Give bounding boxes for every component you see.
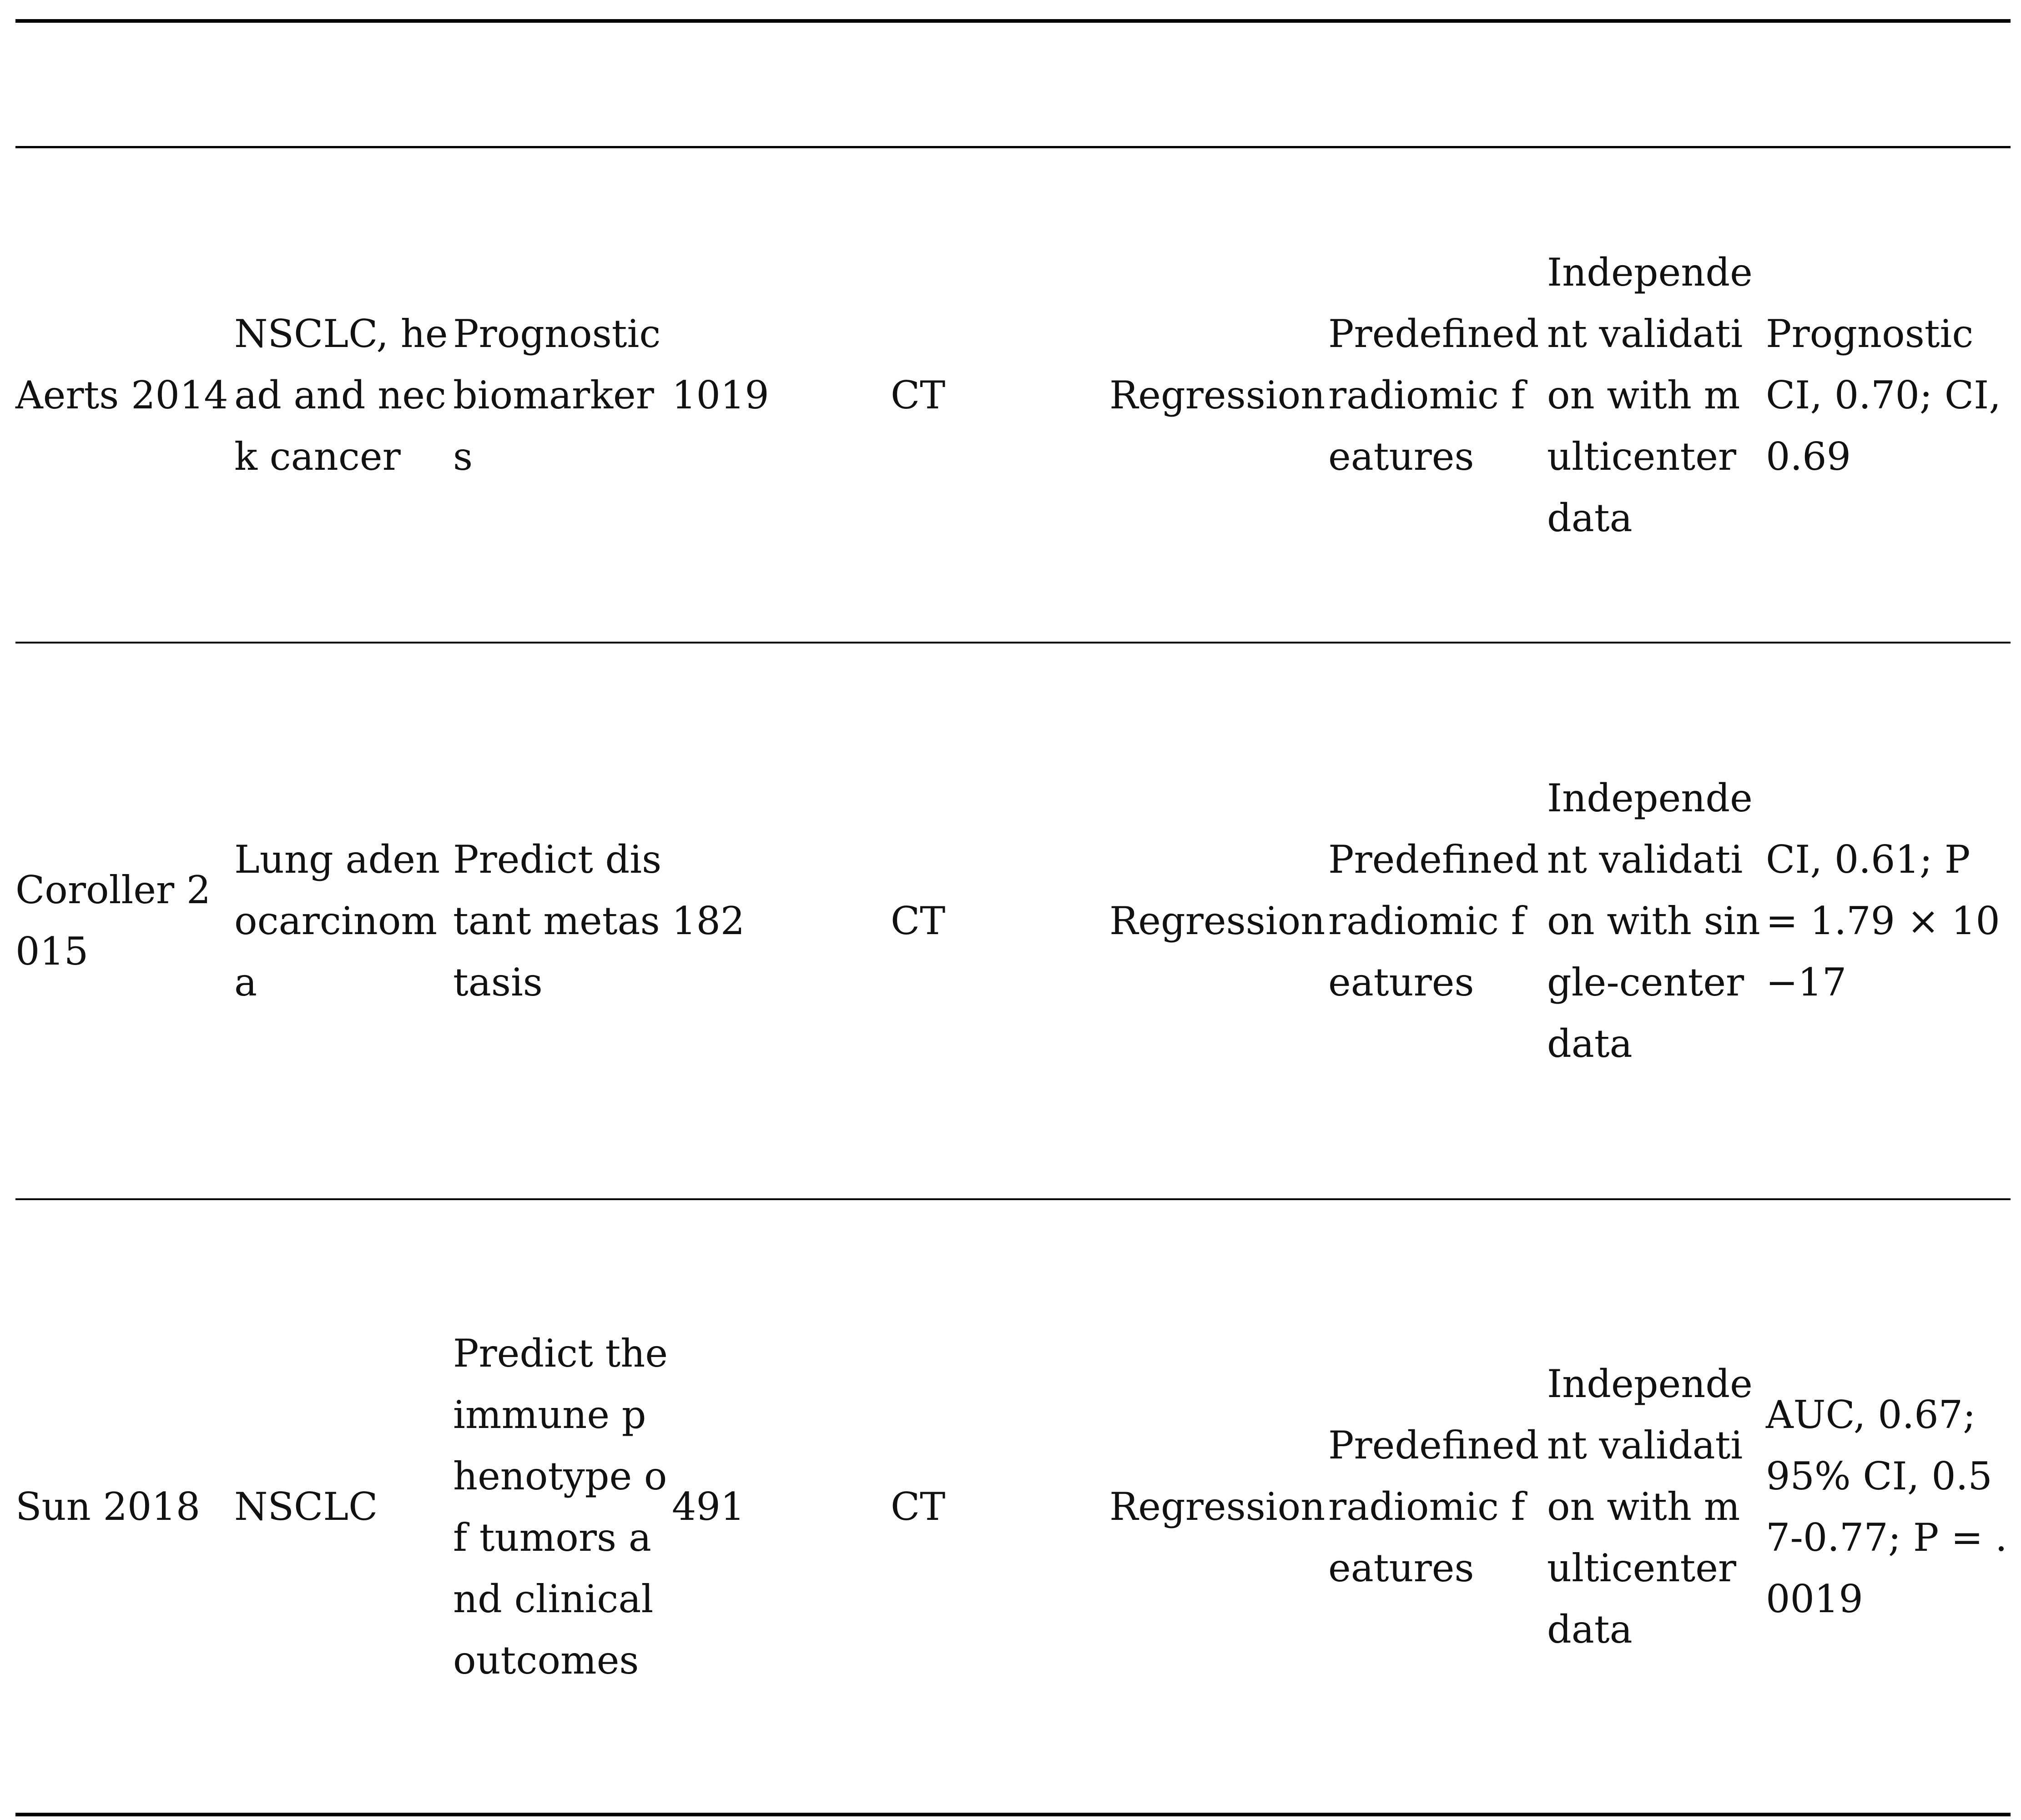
table-cell: Lung adenocarcinoma [234,837,440,1005]
table-row: Coroller 2015 Lung adenocarcinoma Predict … [15,643,2011,1199]
table-cell: Aerts 2014 [15,372,228,417]
table-cell: Predefined radiomic features [1328,837,1539,1005]
table-cell: Independent validation with multicenter … [1547,250,1753,540]
table-cell: CT [891,372,946,417]
table-cell: AUC, 0.67; 95% CI, 0.57-0.77; P = .0019 [1766,1392,2007,1621]
table-cell: Predict the immune phenotype of tumors a… [453,1331,668,1683]
table-cell: Regression [1109,898,1325,943]
table-cell: Predict distant metastasis [453,837,662,1005]
row-rule [15,1198,2011,1200]
data-table: Aerts 2014 NSCLC, head and neck cancer Pro… [15,21,2011,1815]
top-rule [15,19,2011,23]
header-rule [15,146,2011,148]
table-row: Sun 2018 NSCLC Predict the immune phenotyp… [15,1199,2011,1815]
header-row [15,21,2011,148]
table-cell: Predefined radiomic features [1328,1423,1539,1590]
table-cell: Sun 2018 [15,1484,201,1529]
table-cell: NSCLC [234,1484,378,1529]
table-cell: Coroller 2015 [15,868,211,974]
table-row: Aerts 2014 NSCLC, head and neck cancer Pro… [15,148,2011,643]
table-cell: Regression [1109,1484,1325,1529]
table-cell: Regression [1109,372,1325,417]
table-cell: Prognostic biomarkers [453,311,661,479]
table-cell: 1019 [672,372,769,417]
row-rule [15,642,2011,644]
table-cell: CT [891,1484,946,1529]
table-cell: Independent validation with single-cente… [1547,775,1760,1066]
table-cell: Independent validation with multicenter … [1547,1362,1753,1652]
bottom-rule [15,1813,2011,1816]
table-cell: 182 [672,898,745,943]
table-cell: Predefined radiomic features [1328,311,1539,479]
table-cell: Prognostic CI, 0.70; CI, 0.69 [1766,311,2001,479]
table-cell: CI, 0.61; P = 1.79 × 10−17 [1766,837,2000,1005]
table-cell: NSCLC, head and neck cancer [234,311,448,479]
table-cell: 491 [672,1484,745,1529]
table-cell: CT [891,898,946,943]
